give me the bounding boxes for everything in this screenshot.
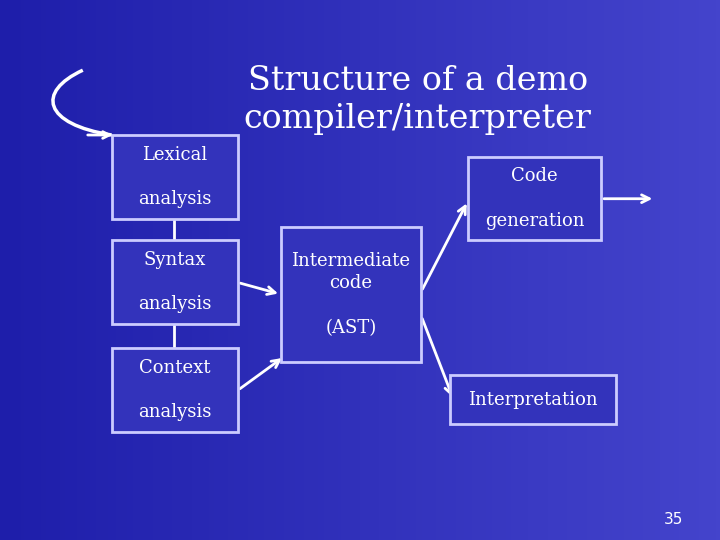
- Text: Lexical

analysis: Lexical analysis: [138, 146, 211, 208]
- Text: 35: 35: [664, 511, 683, 526]
- Text: Context

analysis: Context analysis: [138, 359, 211, 421]
- Text: Syntax

analysis: Syntax analysis: [138, 251, 211, 313]
- Text: Intermediate
code

(AST): Intermediate code (AST): [292, 252, 410, 336]
- FancyBboxPatch shape: [281, 227, 421, 362]
- FancyBboxPatch shape: [468, 157, 601, 240]
- FancyBboxPatch shape: [450, 375, 616, 424]
- Text: Code

generation: Code generation: [485, 167, 585, 230]
- Text: Interpretation: Interpretation: [468, 390, 598, 409]
- FancyBboxPatch shape: [112, 348, 238, 432]
- Text: Structure of a demo
compiler/interpreter: Structure of a demo compiler/interpreter: [243, 65, 592, 135]
- FancyBboxPatch shape: [112, 135, 238, 219]
- FancyBboxPatch shape: [112, 240, 238, 324]
